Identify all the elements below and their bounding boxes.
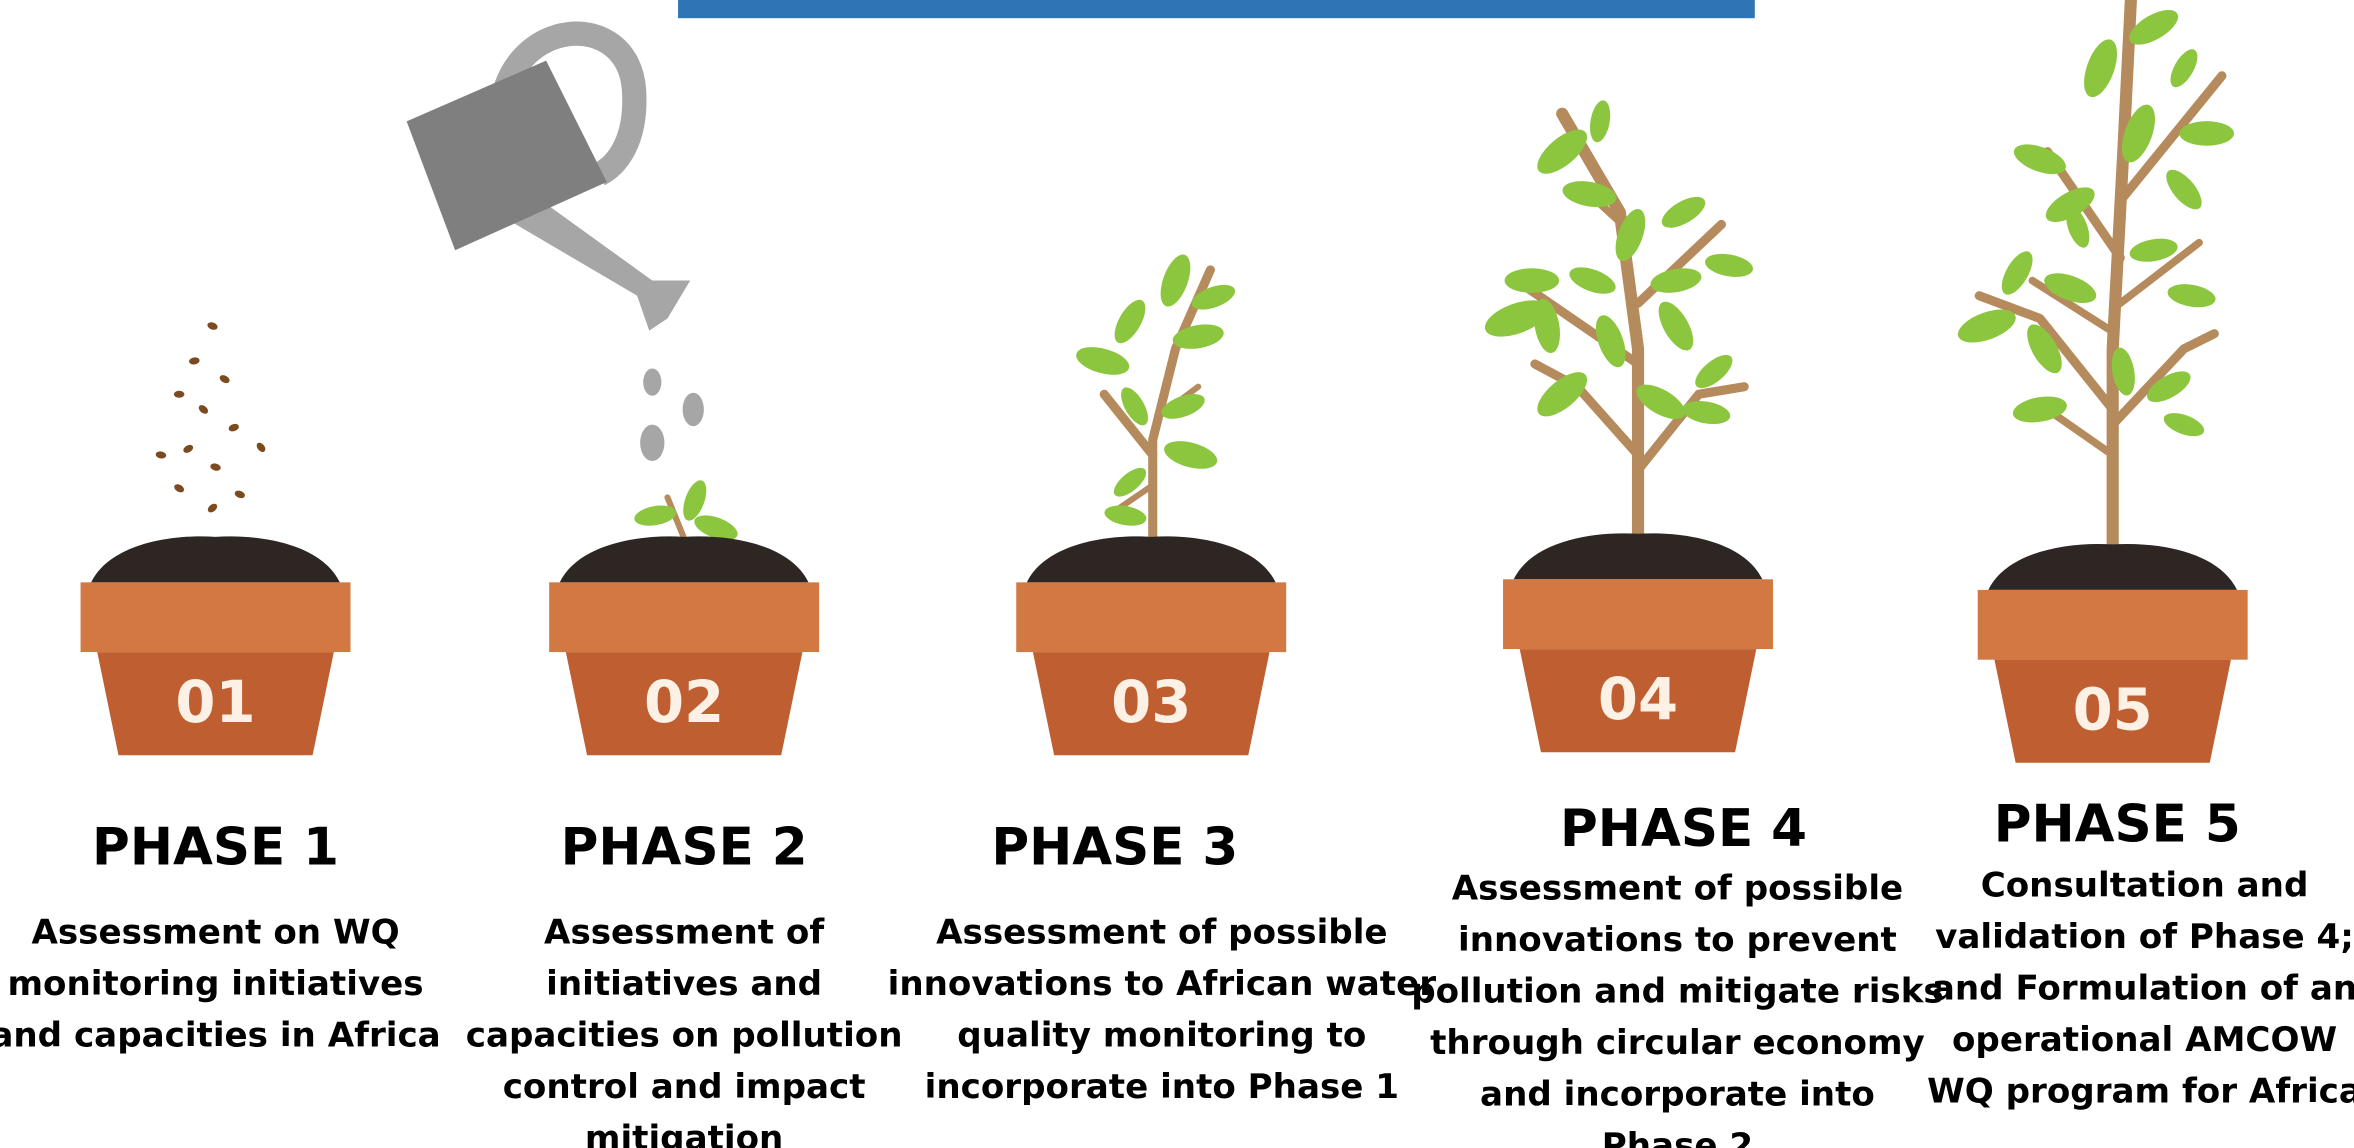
phase-description: WQ program for Africa bbox=[1927, 1072, 2354, 1112]
seed bbox=[255, 441, 267, 454]
watering-can bbox=[407, 34, 704, 461]
phase-title: PHASE 4 bbox=[1560, 799, 1807, 859]
phase-description: through circular economy bbox=[1430, 1023, 1925, 1063]
phase-description: incorporate into Phase 1 bbox=[925, 1067, 1399, 1107]
soil bbox=[1514, 533, 1763, 579]
phase-description: mitigation bbox=[585, 1119, 783, 1148]
seed bbox=[218, 373, 231, 384]
leaf bbox=[2166, 281, 2218, 311]
pot-number: 02 bbox=[644, 669, 724, 736]
leaf bbox=[2160, 164, 2208, 215]
pot-number: 01 bbox=[175, 669, 255, 736]
phase-title: PHASE 5 bbox=[1994, 795, 2241, 855]
leaf bbox=[1657, 191, 1710, 234]
leaf bbox=[1996, 246, 2039, 299]
phase-description: control and impact bbox=[503, 1067, 866, 1107]
seed bbox=[188, 357, 200, 366]
soil bbox=[1027, 536, 1276, 582]
phase-description: Consultation and bbox=[1981, 865, 2309, 905]
phase-description: and incorporate into bbox=[1480, 1075, 1875, 1115]
soil bbox=[1988, 544, 2237, 590]
pot-rim bbox=[1016, 582, 1286, 652]
seed bbox=[174, 391, 185, 398]
phase-description: innovations to African water bbox=[888, 964, 1437, 1004]
phase-description: Assessment of possible bbox=[936, 912, 1387, 952]
leaf bbox=[1566, 262, 1619, 299]
leaf bbox=[2077, 35, 2123, 101]
pot-number: 05 bbox=[2073, 676, 2153, 743]
soil bbox=[560, 536, 809, 582]
leaf bbox=[1109, 463, 1151, 502]
phase-title: PHASE 2 bbox=[561, 817, 808, 877]
pot-rim bbox=[549, 582, 819, 652]
stem bbox=[2113, 0, 2131, 546]
phase-title: PHASE 1 bbox=[92, 817, 339, 877]
phase-description: pollution and mitigate risks bbox=[1411, 971, 1943, 1011]
phase-description: Assessment of bbox=[544, 912, 825, 952]
pots: 01 PHASE 1 Assessment on WQ monitoring init… bbox=[0, 533, 2354, 1148]
phase-description: Assessment on WQ bbox=[31, 912, 399, 952]
phase-description: innovations to prevent bbox=[1458, 920, 1897, 960]
seed bbox=[206, 321, 218, 331]
phase-description: Phase 2 bbox=[1602, 1126, 1753, 1148]
seed bbox=[206, 502, 219, 514]
leaf bbox=[1108, 295, 1151, 348]
leaf bbox=[2179, 121, 2234, 146]
pot-number: 04 bbox=[1598, 666, 1678, 733]
seed bbox=[182, 443, 195, 454]
phase-description: Assessment of possible bbox=[1452, 868, 1903, 908]
phase-description: validation of Phase 4; bbox=[1935, 917, 2354, 957]
seed bbox=[155, 451, 167, 460]
header-bar bbox=[678, 0, 1755, 18]
leaf bbox=[1073, 342, 1132, 380]
infographic: 01 PHASE 1 Assessment on WQ monitoring init… bbox=[0, 0, 2354, 1148]
phase-description: and Formulation of an bbox=[1932, 968, 2354, 1008]
leaf bbox=[1155, 251, 1197, 311]
phase-title: PHASE 3 bbox=[991, 817, 1238, 877]
pot-rim bbox=[81, 582, 351, 652]
phase-description: capacities on pollution bbox=[466, 1015, 903, 1055]
seed bbox=[228, 423, 240, 433]
pot-number: 03 bbox=[1111, 669, 1191, 736]
leaf bbox=[2165, 45, 2203, 91]
leaf bbox=[1505, 268, 1560, 293]
leaf bbox=[1161, 436, 1220, 474]
pot-rim bbox=[1503, 579, 1773, 649]
phase-description: and capacities in Africa bbox=[0, 1015, 441, 1055]
leaf bbox=[1590, 311, 1632, 371]
leaf bbox=[1652, 296, 1701, 356]
seed bbox=[210, 462, 222, 471]
leaf bbox=[1587, 99, 1613, 144]
seed bbox=[234, 489, 246, 499]
leaf bbox=[1103, 503, 1148, 529]
seed bbox=[173, 483, 186, 494]
plants bbox=[155, 0, 2234, 546]
phase-description: initiatives and bbox=[546, 964, 822, 1004]
soil bbox=[91, 536, 340, 582]
pot-rim bbox=[1978, 590, 2248, 660]
leaf bbox=[1703, 250, 1755, 280]
leaf bbox=[2161, 408, 2207, 440]
phase-description: monitoring initiatives bbox=[7, 964, 423, 1004]
phase-description: quality monitoring to bbox=[957, 1015, 1366, 1055]
seed bbox=[197, 403, 210, 415]
phase-description: operational AMCOW bbox=[1952, 1020, 2337, 1060]
